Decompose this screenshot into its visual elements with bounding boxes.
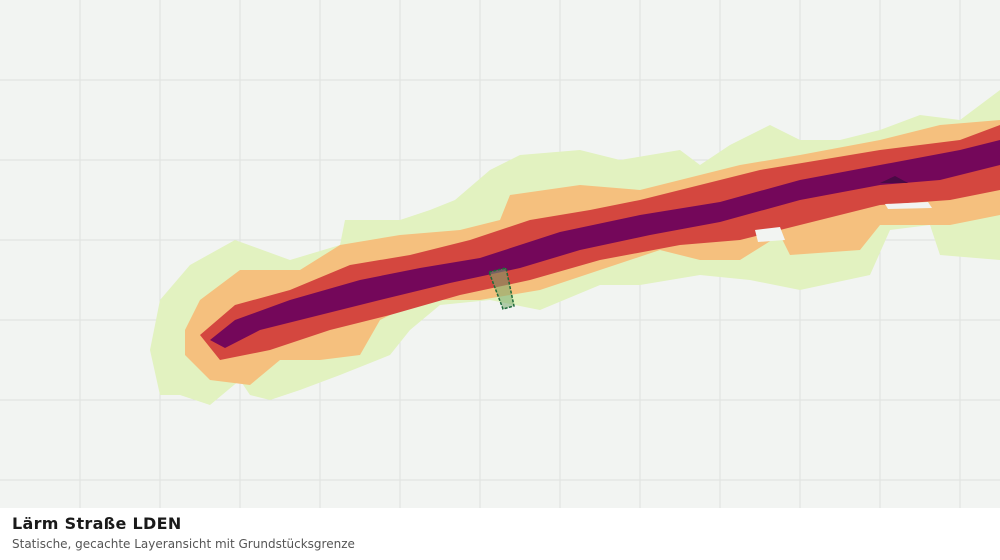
noise-zone-peak bbox=[880, 176, 908, 183]
map bbox=[0, 0, 1000, 508]
caption: Lärm Straße LDEN Statische, gecachte Lay… bbox=[0, 508, 1000, 560]
zone-gap bbox=[755, 227, 785, 242]
zone-gap bbox=[885, 202, 932, 209]
map-title: Lärm Straße LDEN bbox=[12, 514, 182, 533]
map-subtitle: Statische, gecachte Layeransicht mit Gru… bbox=[12, 537, 355, 551]
noise-zone-very-high bbox=[210, 140, 1000, 348]
parcel-boundary bbox=[487, 267, 515, 310]
